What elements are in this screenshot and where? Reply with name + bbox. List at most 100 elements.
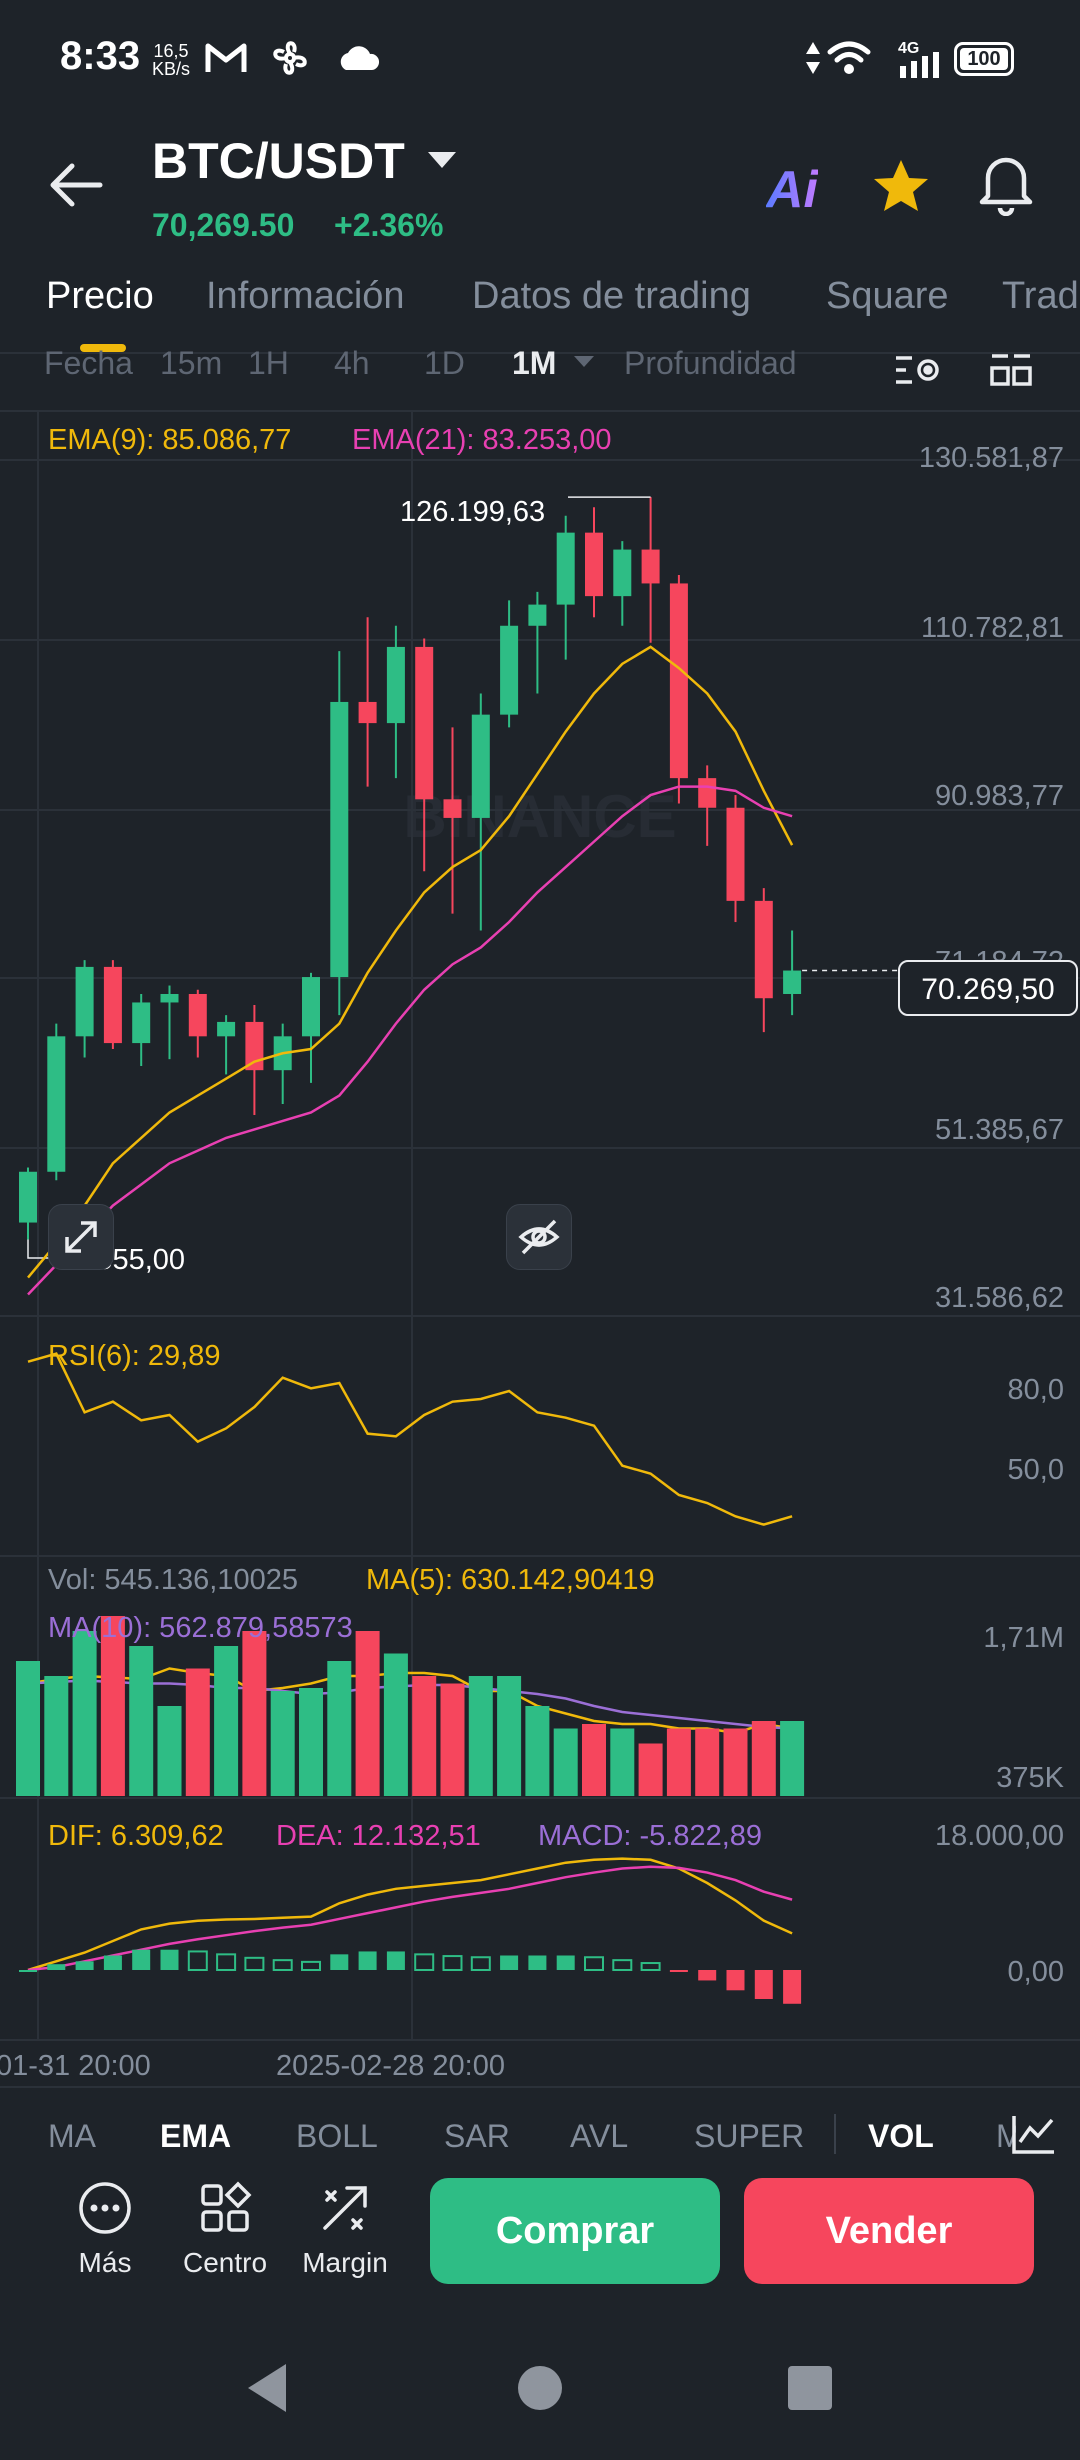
timeframe-1h[interactable]: 1H	[248, 345, 289, 381]
timeframe-1d[interactable]: 1D	[424, 345, 465, 381]
margin-icon	[323, 2186, 367, 2230]
volume-bar	[157, 1706, 182, 1796]
candle-body	[386, 646, 405, 724]
eye-off-icon	[518, 1219, 560, 1255]
nav-back-icon[interactable]	[244, 2360, 290, 2416]
macd-bar	[584, 1956, 604, 1971]
dea-label: DEA: 12.132,51	[276, 1820, 481, 1852]
volume-bar	[270, 1691, 295, 1796]
timeframe-4h[interactable]: 4h	[334, 345, 370, 381]
volume-bar	[468, 1676, 493, 1796]
low-marker-line	[27, 1239, 50, 1259]
macd-y-label-top: 18.000,00	[934, 1820, 1064, 1852]
macd-bar	[414, 1953, 435, 1971]
dif-line	[27, 1857, 793, 1972]
candle-body	[47, 1036, 66, 1172]
candle-body	[358, 701, 377, 724]
nav-recents-icon[interactable]	[786, 2360, 834, 2416]
buy-button[interactable]: Comprar	[430, 2178, 720, 2284]
volume-bar	[16, 1661, 40, 1796]
indicator-tab-sar[interactable]: SAR	[444, 2118, 510, 2154]
more-dots-icon	[79, 2182, 131, 2234]
macd-bar	[783, 1970, 802, 2004]
x-label-1: 01-31 20:00	[0, 2050, 151, 2082]
timeframe-profundidad[interactable]: Profundidad	[624, 345, 797, 381]
macd-label: MACD: -5.822,89	[538, 1820, 763, 1852]
indicator-tab-ma[interactable]: MA	[48, 2118, 96, 2154]
macd-histogram	[19, 1949, 802, 2004]
timeframe-15m[interactable]: 15m	[160, 345, 223, 381]
status-bar: 8:33 16,5 KB/s 4G 100	[0, 0, 1080, 120]
volume-bar	[751, 1721, 776, 1796]
ema9-label: EMA(9): 85.086,77	[48, 424, 292, 456]
nav-home-icon[interactable]	[516, 2360, 564, 2416]
volume-bar	[497, 1676, 522, 1796]
tab-precio[interactable]: Precio	[46, 275, 154, 317]
indicator-tab-macd[interactable]: M	[996, 2118, 1016, 2154]
volume-bar	[299, 1688, 323, 1796]
macd-bar	[726, 1970, 745, 1991]
candle-body	[443, 799, 462, 818]
vol-y-label-top: 1,71M	[983, 1622, 1064, 1654]
mas-button[interactable]: Más	[50, 2180, 160, 2279]
ema21-line	[27, 785, 793, 1296]
vol-ma10-line	[27, 1679, 793, 1730]
ema21-label: EMA(21): 83.253,00	[352, 424, 612, 456]
macd-bar	[187, 1950, 208, 1971]
indicator-tab-ema[interactable]: EMA	[160, 2118, 232, 2154]
timeframe-1m[interactable]: 1M	[512, 345, 557, 381]
candle-body	[585, 532, 603, 597]
bell-icon[interactable]	[976, 150, 1036, 216]
sell-button[interactable]: Vender	[744, 2178, 1034, 2284]
pair-dropdown-icon[interactable]	[428, 152, 456, 168]
candle-body	[75, 966, 94, 1037]
ema9-line	[27, 645, 794, 1279]
volume-bar	[582, 1724, 606, 1796]
macd-bar	[442, 1955, 463, 1971]
indicator-tab-vol[interactable]: VOL	[868, 2118, 934, 2154]
timeframe-more-caret-icon[interactable]	[574, 356, 594, 367]
indicator-lines	[27, 645, 794, 1972]
margin-button[interactable]: Margin	[290, 2180, 400, 2279]
data-arrows-icon	[806, 42, 820, 74]
volume-bar	[383, 1653, 408, 1796]
macd-bar	[386, 1951, 405, 1970]
tab-informacion[interactable]: Información	[206, 275, 405, 317]
candle-body	[160, 993, 179, 1003]
rsi-y-label-50: 50,0	[1007, 1454, 1064, 1486]
fullscreen-button[interactable]	[48, 1204, 114, 1270]
pair-title[interactable]: BTC/USDT	[152, 133, 405, 189]
chart-settings-icon[interactable]	[894, 350, 944, 390]
favorite-star-icon[interactable]	[870, 156, 932, 216]
indicator-settings-icon[interactable]	[1010, 2112, 1058, 2156]
signal-icon	[900, 52, 939, 78]
ai-button[interactable]: Ai	[766, 161, 818, 219]
kline-chart[interactable]: BINANCE	[0, 412, 1080, 2082]
volume-bar	[723, 1728, 748, 1796]
volume-bar	[327, 1661, 352, 1796]
gmail-icon	[205, 43, 247, 72]
tab-trading[interactable]: Trad	[1002, 275, 1079, 317]
centro-button[interactable]: Centro	[170, 2180, 280, 2279]
indicator-tab-super[interactable]: SUPER	[694, 2118, 805, 2154]
margin-label: Margin	[302, 2247, 388, 2278]
vol-ma10-label: MA(10): 562.879,58573	[48, 1612, 353, 1644]
timeframe-divider	[0, 410, 1080, 412]
volume-bar	[100, 1616, 125, 1796]
macd-bar	[216, 1953, 237, 1971]
tab-square[interactable]: Square	[826, 275, 949, 317]
hide-button[interactable]	[506, 1204, 572, 1270]
macd-bar	[470, 1956, 491, 1971]
indicator-tab-boll[interactable]: BOLL	[296, 2118, 378, 2154]
vol-label: Vol: 545.136,10025	[48, 1564, 298, 1596]
macd-bar	[640, 1962, 661, 1972]
layout-grid-icon[interactable]	[988, 350, 1034, 390]
timeframe-fecha[interactable]: Fecha	[44, 345, 133, 381]
indicator-tab-avl[interactable]: AVL	[570, 2118, 629, 2154]
tab-datos-trading[interactable]: Datos de trading	[472, 275, 751, 317]
back-arrow-icon[interactable]	[40, 150, 110, 220]
candle-body	[188, 993, 207, 1037]
volume-bar	[242, 1631, 267, 1796]
candle-body	[245, 1021, 264, 1071]
candle-body	[415, 646, 434, 800]
